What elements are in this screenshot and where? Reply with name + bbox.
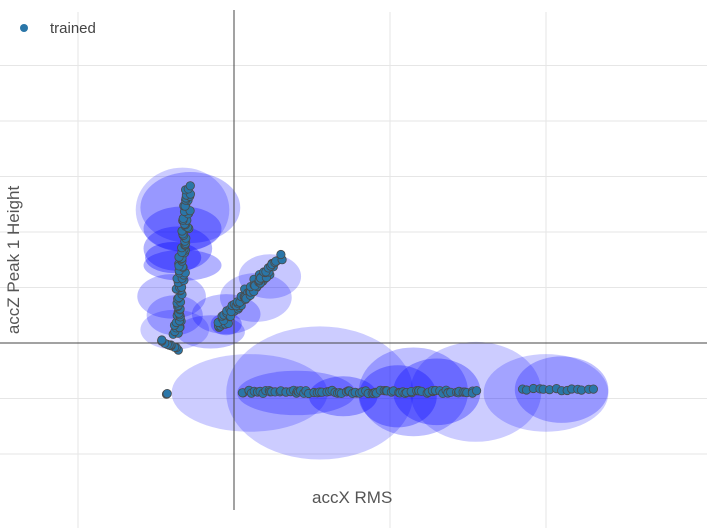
x-axis-label: accX RMS [312,488,393,507]
y-axis-label: accZ Peak 1 Height [4,185,23,335]
legend-marker-trained [20,24,28,32]
grid [0,12,707,528]
point-trained [162,388,172,399]
point-trained [185,181,195,191]
legend[interactable]: trained [14,18,96,38]
point-trained [471,386,482,396]
point-trained [588,384,599,394]
data-points [157,181,599,399]
confidence-ellipses [135,167,609,460]
legend-label-trained: trained [50,19,96,37]
point-trained [157,335,167,345]
zero-lines [0,10,707,510]
point-trained [276,249,286,260]
ellipse-6 [137,274,206,319]
ellipse-23 [483,354,609,432]
